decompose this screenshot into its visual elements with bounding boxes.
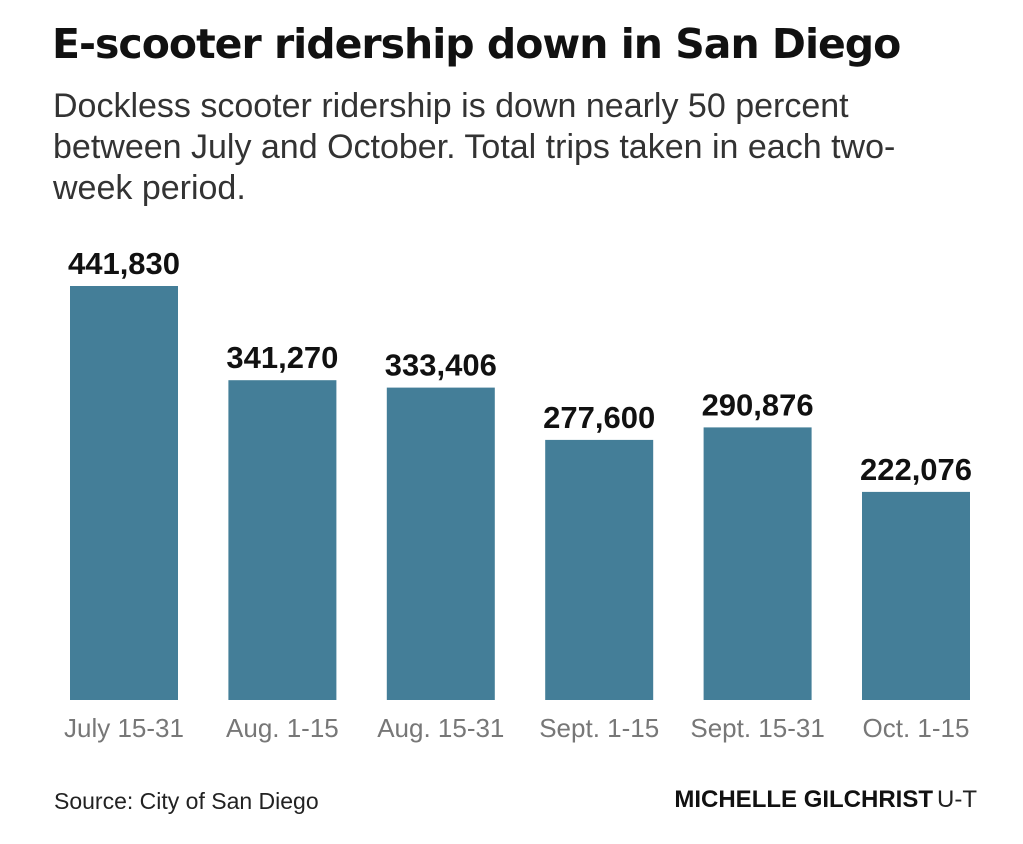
x-tick-label-6: Oct. 1-15 xyxy=(863,713,970,743)
chart-title: E-scooter ridership down in San Diego xyxy=(52,20,901,68)
x-tick-label-4: Sept. 1-15 xyxy=(539,713,659,743)
credit-line: MICHELLE GILCHRIST U-T xyxy=(674,786,977,814)
credit-name: MICHELLE GILCHRIST xyxy=(674,786,934,813)
value-label-3: 333,406 xyxy=(385,348,497,383)
bar-1 xyxy=(70,286,178,700)
chart-subtitle: Dockless scooter ridership is down nearl… xyxy=(53,87,896,207)
bar-2 xyxy=(228,380,337,700)
value-label-6: 222,076 xyxy=(860,452,972,487)
x-tick-label-3: Aug. 15-31 xyxy=(377,713,504,743)
value-label-4: 277,600 xyxy=(543,400,655,435)
x-tick-label-2: Aug. 1-15 xyxy=(226,713,339,743)
bar-3 xyxy=(386,387,495,700)
bar-5 xyxy=(703,427,812,700)
value-label-5: 290,876 xyxy=(702,387,814,422)
source-note: Source: City of San Diego xyxy=(54,788,319,814)
value-label-2: 341,270 xyxy=(226,340,338,375)
bar-chart: 441,830 July 15-31 341,270 Aug. 1-15 333,406… xyxy=(64,246,972,743)
bar-4 xyxy=(545,439,654,700)
x-tick-label-1: July 15-31 xyxy=(64,713,184,743)
bar-6 xyxy=(862,491,970,700)
x-tick-label-5: Sept. 15-31 xyxy=(690,713,824,743)
value-label-1: 441,830 xyxy=(68,246,180,281)
credit-org: U-T xyxy=(937,786,977,813)
